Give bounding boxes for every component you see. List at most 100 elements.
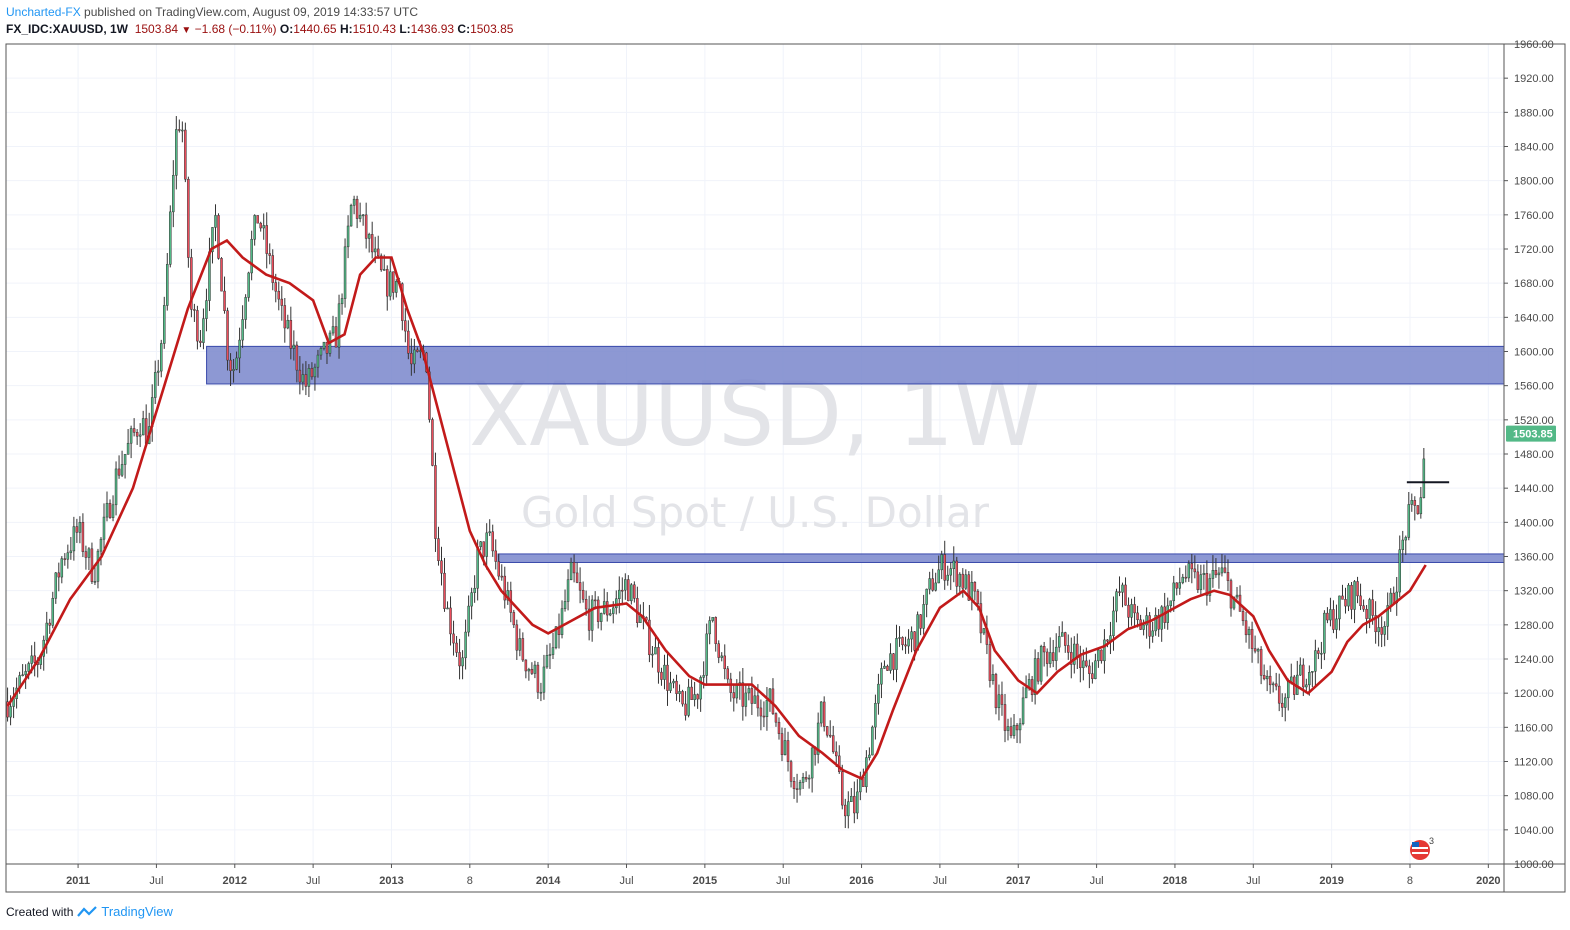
candle (416, 347, 419, 353)
candle (795, 773, 799, 803)
candle (175, 116, 178, 190)
candle-body (825, 726, 829, 736)
candle (467, 595, 470, 637)
candle (771, 678, 775, 715)
candle-body (1178, 582, 1182, 589)
candle-body (265, 225, 268, 254)
candle-body (633, 584, 636, 599)
candle (548, 643, 552, 669)
candle-body (491, 531, 494, 552)
candle-body (599, 613, 603, 622)
candle-body (111, 504, 115, 518)
candle-body (1365, 608, 1368, 619)
candle (232, 358, 235, 383)
candle-body (895, 638, 898, 670)
candle-body (569, 562, 573, 581)
candle-body (331, 326, 335, 334)
candle-body (117, 468, 121, 476)
author-link[interactable]: Uncharted-FX (6, 5, 81, 19)
candle-body (181, 129, 184, 132)
resistance-zone[interactable] (206, 345, 1505, 385)
candle-body (1244, 620, 1248, 636)
candle (551, 632, 555, 659)
time-axis[interactable]: 2011 Jul 2012 Jul 2013 8 2014 Jul 2015 Jul 2016 Jul… (66, 864, 1501, 887)
candle (247, 271, 250, 302)
candle-body (539, 691, 543, 694)
candle-body (217, 215, 220, 259)
candle-body (904, 644, 907, 647)
candle (581, 581, 585, 603)
candle (1277, 673, 1281, 712)
candle-body (1051, 652, 1055, 661)
candle-body (325, 341, 329, 354)
candle-body (940, 554, 943, 571)
candle (376, 235, 380, 259)
candle-body (1286, 681, 1290, 699)
candle (1172, 575, 1175, 612)
candle-body (1193, 568, 1197, 573)
candle (93, 565, 97, 586)
candle (117, 455, 121, 479)
publish-header: Uncharted-FX published on TradingView.co… (6, 4, 418, 21)
candle (1003, 693, 1007, 743)
candle-body (747, 688, 751, 694)
candle-body (33, 655, 36, 663)
candle (268, 243, 271, 265)
candle (1085, 647, 1088, 668)
candle (1320, 641, 1323, 669)
candle-body (575, 572, 579, 583)
candle-body (1389, 592, 1392, 606)
candle-body (551, 647, 555, 655)
us-flag-events-icon[interactable]: 3 (1410, 836, 1434, 860)
x-tick-label: 2015 (693, 875, 717, 887)
candle-body (1362, 605, 1365, 610)
candle (1076, 633, 1079, 670)
candle (1166, 597, 1169, 630)
candle-body (901, 637, 904, 646)
candle-body (1299, 664, 1302, 676)
candle (1112, 596, 1115, 651)
candle (675, 674, 678, 701)
candle (608, 609, 612, 617)
candle-body (196, 310, 199, 342)
candle (726, 666, 730, 684)
candle (69, 536, 73, 560)
candle (1190, 553, 1194, 584)
candle (1121, 582, 1124, 608)
candle-body (6, 701, 9, 718)
candle (1012, 714, 1016, 739)
price-axis[interactable]: 1960.00 1920.00 1880.00 1840.00 1800.00 1760.… (1504, 39, 1554, 871)
footer: Created with TradingView (6, 904, 173, 919)
candle-body (1235, 594, 1239, 598)
candle (292, 330, 296, 361)
candle (114, 461, 118, 516)
x-tick-label: 2012 (223, 875, 247, 887)
candle (515, 619, 519, 660)
created-with-text: Created with (6, 904, 74, 919)
candle-body (618, 589, 621, 600)
candle-body (771, 688, 775, 714)
resistance-zone[interactable] (497, 553, 1505, 563)
symbol-label[interactable]: FX_IDC:XAUUSD, 1W (6, 22, 129, 36)
candle (163, 296, 166, 349)
candle (431, 417, 434, 467)
candle (1235, 586, 1239, 600)
candle (72, 516, 76, 561)
candle (886, 664, 889, 672)
candle (470, 587, 473, 620)
candle (798, 779, 802, 796)
candle-body (907, 638, 910, 647)
candle-body (958, 573, 962, 587)
candle-body (1018, 723, 1022, 731)
candle-body (1181, 576, 1185, 583)
candle (952, 546, 956, 583)
candle-body (889, 653, 892, 671)
candle (340, 293, 344, 315)
candle (1094, 653, 1097, 680)
candle (1274, 672, 1278, 691)
candle (1377, 615, 1380, 647)
candle (831, 725, 835, 754)
tradingview-brand[interactable]: TradingView (101, 904, 173, 919)
candle-body (48, 622, 52, 626)
